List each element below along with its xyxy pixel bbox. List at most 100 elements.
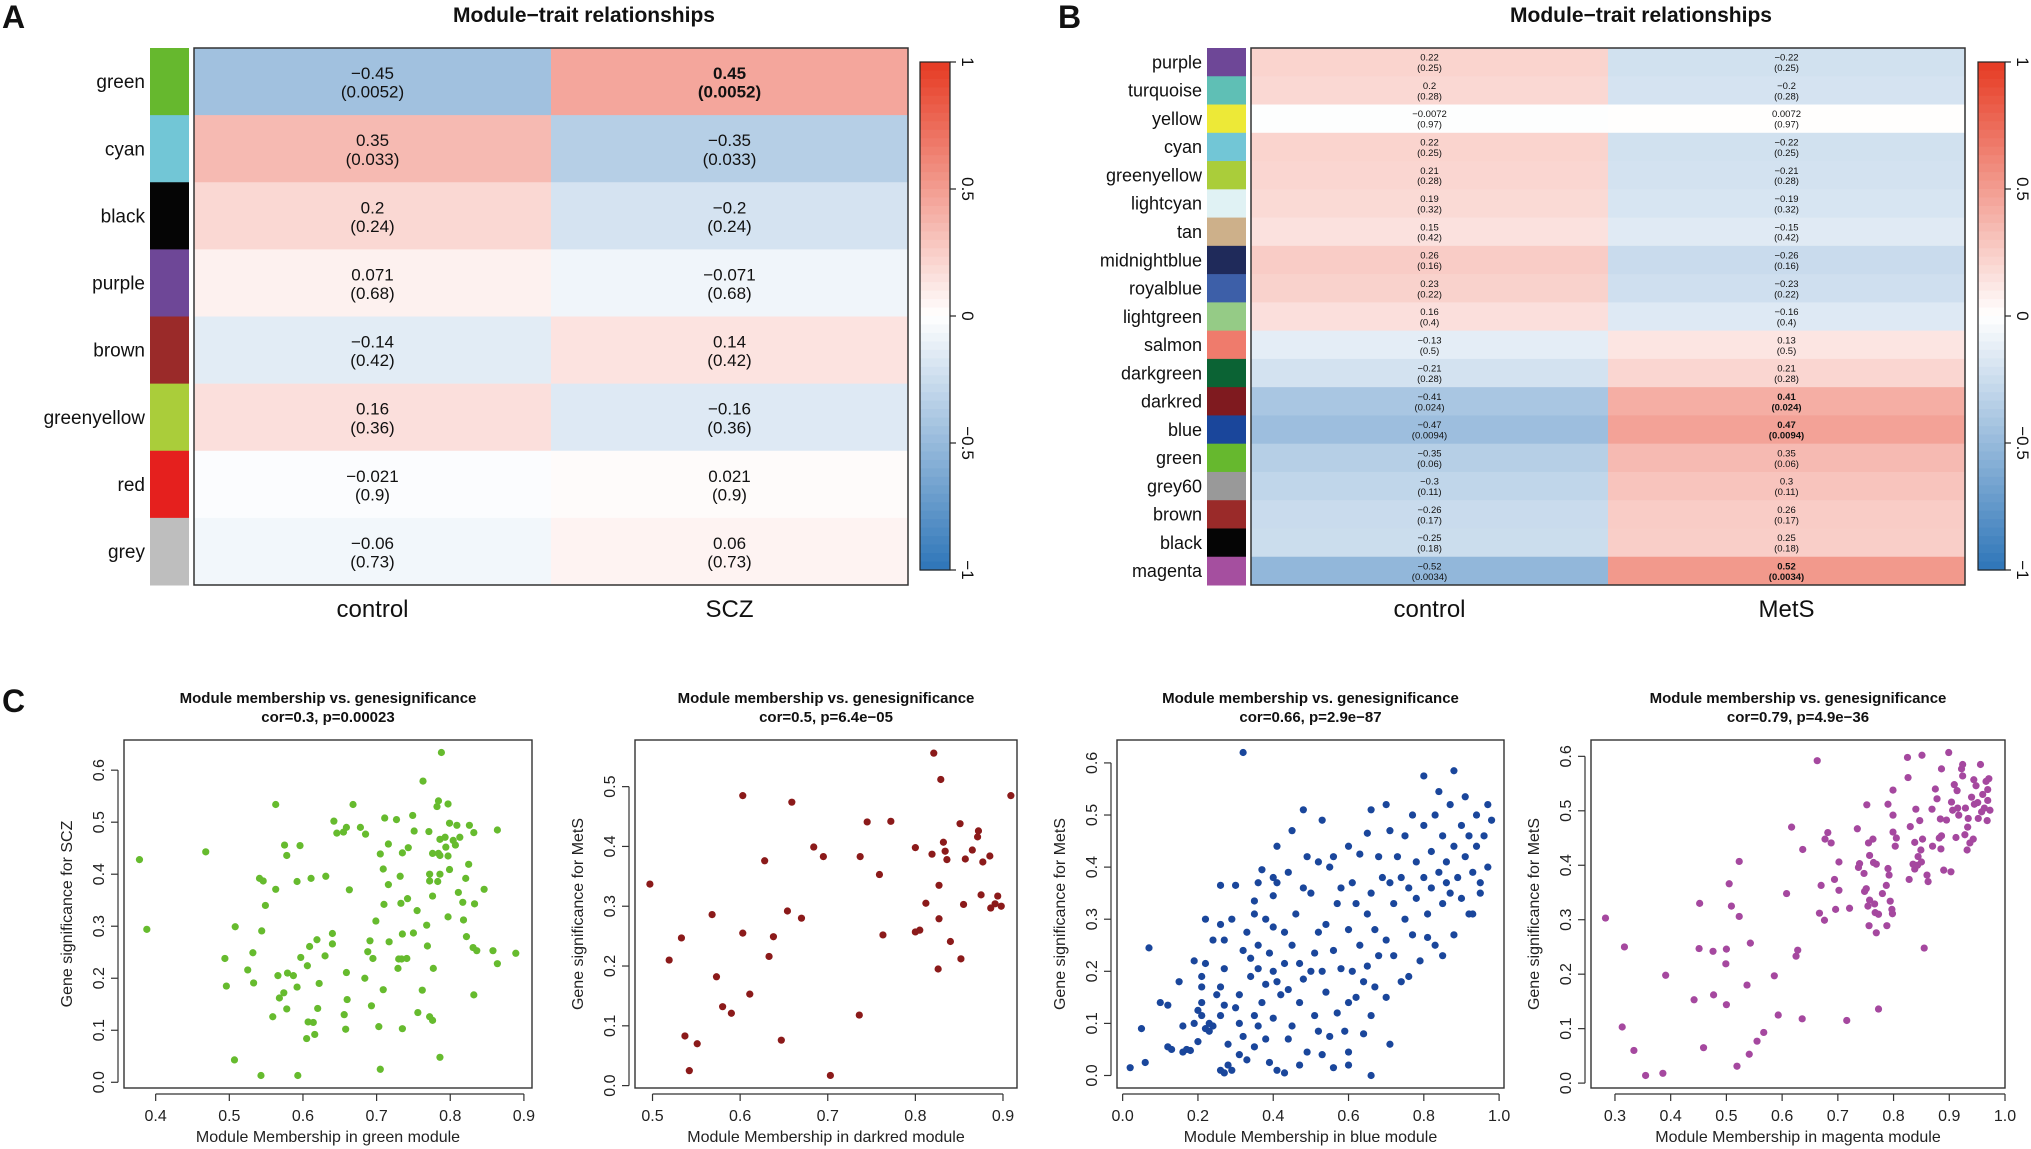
data-point (1480, 832, 1488, 840)
data-point (1235, 1051, 1243, 1059)
data-point (712, 973, 721, 981)
cell-pvalue: (0.42) (707, 351, 751, 370)
data-point (1450, 767, 1458, 775)
module-label: grey60 (1147, 476, 1202, 496)
data-point (1476, 879, 1484, 887)
data-point (436, 1053, 444, 1061)
data-point (1986, 806, 1994, 814)
legend-swatch (920, 366, 950, 376)
module-color-swatch (1207, 76, 1246, 106)
data-point (1269, 967, 1277, 975)
data-point (1341, 1027, 1349, 1035)
data-point (1288, 827, 1296, 835)
data-point (935, 915, 943, 923)
data-point (1314, 1027, 1323, 1035)
data-point (1280, 928, 1289, 936)
data-point (434, 797, 443, 805)
data-point (1344, 998, 1353, 1007)
x-tick-label: 0.4 (1262, 1108, 1284, 1125)
legend-swatch (1978, 197, 2005, 207)
data-point (1845, 904, 1854, 912)
heatmap-cell (551, 383, 909, 452)
legend-swatch (1978, 180, 2005, 190)
data-point (922, 899, 930, 907)
scatter-title: Module membership vs. genesignificance (180, 690, 477, 707)
data-point (1337, 884, 1345, 892)
legend-tick-label: 0 (958, 311, 977, 320)
color-legend: 1 0.5 0 −0.5 −1 (1977, 57, 2031, 580)
module-label: red (118, 475, 145, 496)
data-point (1220, 965, 1228, 973)
cell-pvalue: (0.16) (1774, 261, 1799, 272)
module-color-swatch (150, 383, 189, 452)
data-point (1457, 821, 1466, 830)
data-point (1288, 941, 1296, 949)
heatmap-row: black −0.25(0.18)0.25(0.18) (1160, 528, 1966, 558)
data-point (272, 800, 280, 809)
data-point (294, 1071, 302, 1080)
data-point (1408, 811, 1417, 819)
data-point (1344, 842, 1353, 850)
module-color-swatch (150, 182, 189, 250)
legend-swatch (1978, 493, 2005, 503)
cell-pvalue: (0.9) (355, 485, 390, 504)
heatmap-cell (551, 115, 909, 183)
data-point (425, 827, 433, 836)
heatmap-cell (1251, 415, 1609, 445)
data-point (1322, 920, 1330, 929)
data-point (202, 848, 210, 856)
cell-pvalue: (0.24) (707, 217, 751, 236)
data-point (1942, 816, 1951, 824)
heatmap-row: black 0.2(0.24)−0.2(0.24) (101, 182, 909, 250)
legend-swatch (920, 95, 950, 105)
module-color-swatch (1207, 556, 1246, 586)
data-point (977, 891, 985, 899)
data-point (1937, 845, 1945, 853)
cell-correlation: −0.14 (351, 333, 394, 352)
heatmap-cell (1251, 189, 1609, 219)
heatmap-cell (1251, 387, 1609, 416)
heatmap-cell (1251, 245, 1609, 275)
data-point (1472, 811, 1481, 819)
module-color-swatch (150, 249, 189, 317)
cell-correlation: 0.14 (713, 333, 746, 352)
y-axis-label: Gene significance for SCZ (59, 820, 76, 1007)
data-point (1378, 873, 1387, 882)
data-point (719, 1003, 727, 1011)
data-point (1126, 1064, 1134, 1072)
y-tick-label: 0.2 (1084, 960, 1101, 982)
heatmap-cell (194, 316, 552, 385)
module-label: salmon (1144, 335, 1202, 355)
cell-correlation: −0.071 (703, 265, 755, 284)
data-point (1367, 806, 1375, 814)
module-color-swatch (1207, 217, 1246, 247)
data-point (994, 892, 1002, 900)
module-label: black (101, 206, 146, 227)
cell-correlation: −0.16 (708, 400, 751, 419)
legend-tick-label: 1 (958, 57, 977, 66)
y-tick-label: 0.1 (91, 1019, 108, 1041)
module-label: cyan (1164, 137, 1202, 157)
data-point (445, 865, 454, 874)
data-point (1333, 1009, 1341, 1017)
data-point (1862, 885, 1870, 893)
data-point (459, 898, 467, 906)
cell-pvalue: (0.11) (1417, 487, 1441, 498)
module-label: brown (93, 341, 145, 362)
x-tick-label: 0.4 (145, 1108, 167, 1125)
y-tick-label: 0.5 (91, 811, 108, 833)
data-point (1397, 873, 1405, 882)
data-point (937, 775, 945, 784)
data-point (1815, 909, 1824, 917)
legend-tick-label: 1 (2013, 57, 2031, 66)
data-point (1303, 1048, 1311, 1056)
legend-swatch (1978, 205, 2005, 215)
data-point (677, 934, 686, 942)
x-tick-label: 0.6 (292, 1108, 314, 1125)
data-point (934, 965, 942, 973)
data-point (428, 892, 437, 900)
legend-swatch (920, 443, 950, 453)
data-point (1265, 1058, 1274, 1067)
data-point (1974, 814, 1982, 823)
legend-swatch (1978, 222, 2005, 232)
